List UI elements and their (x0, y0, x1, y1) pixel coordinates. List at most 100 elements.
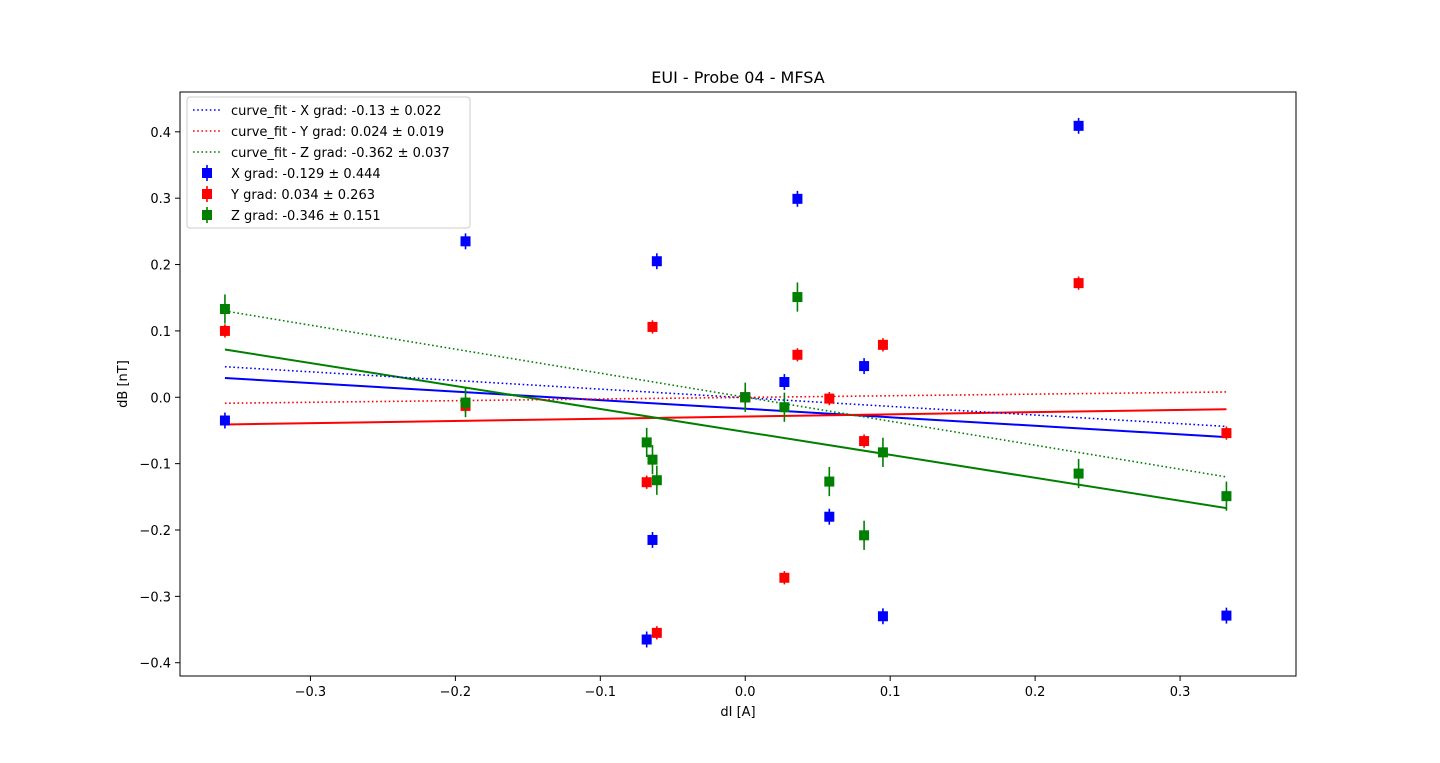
marker (651, 627, 662, 638)
marker (779, 572, 790, 583)
marker (792, 193, 803, 204)
data-point-y (1221, 426, 1232, 440)
data-point-x (651, 253, 662, 270)
y-ticks: −0.4 −0.3 −0.2 −0.1 0.0 0.1 0.2 0.3 0.4 (139, 126, 180, 672)
marker (1073, 120, 1084, 131)
marker (641, 634, 652, 645)
y-tick-label: 0.3 (150, 192, 171, 207)
data-point-y (1073, 276, 1084, 290)
legend-series-label: Z grad: -0.346 ± 0.151 (231, 209, 381, 224)
chart-title: EUI - Probe 04 - MFSA (651, 68, 824, 87)
data-point-x (792, 190, 803, 207)
data-point-y (779, 571, 790, 585)
marker (877, 611, 888, 622)
data-markers (219, 117, 1232, 648)
marker (1073, 468, 1084, 479)
data-point-y (651, 626, 662, 640)
legend-marker-swatch (202, 168, 212, 178)
marker (877, 447, 888, 458)
y-tick-label: −0.4 (139, 657, 171, 672)
legend-series-label: Y grad: 0.034 ± 0.263 (230, 188, 375, 203)
x-tick-label: −0.2 (440, 685, 472, 700)
marker (219, 304, 230, 315)
y-tick-label: 0.1 (150, 325, 171, 340)
marker (792, 292, 803, 303)
data-point-z (824, 466, 835, 497)
y-tick-label: 0.2 (150, 259, 171, 274)
marker (779, 377, 790, 388)
fit-line-z (224, 348, 1227, 510)
legend-series-label: X grad: -0.129 ± 0.444 (231, 167, 381, 182)
curve-fit-line-y (224, 391, 1227, 405)
data-point-z (651, 465, 662, 495)
data-point-z (1221, 481, 1232, 511)
legend-marker-swatch (202, 189, 212, 199)
data-point-x (779, 374, 790, 390)
marker (1073, 278, 1084, 289)
marker (1221, 610, 1232, 621)
marker (859, 530, 870, 541)
data-point-z (647, 445, 658, 475)
marker (647, 534, 658, 545)
marker (792, 349, 803, 360)
marker (1221, 428, 1232, 439)
data-point-z (1073, 458, 1084, 489)
data-point-z (641, 427, 652, 457)
y-tick-label: −0.3 (139, 590, 171, 605)
marker (824, 393, 835, 404)
x-tick-label: −0.3 (295, 685, 327, 700)
marker (460, 236, 471, 247)
data-point-z (460, 387, 471, 418)
data-point-x (859, 358, 870, 375)
legend: curve_fit - X grad: -0.13 ± 0.022 curve_f… (186, 96, 471, 229)
data-point-x (1221, 607, 1232, 624)
curve-fit-line-x (224, 365, 1227, 428)
fit-line-x (224, 377, 1227, 439)
marker (219, 415, 230, 426)
marker (824, 511, 835, 522)
x-axis-label: dI [A] (720, 705, 755, 720)
x-tick-label: 0.1 (880, 685, 901, 700)
marker (779, 402, 790, 413)
legend-box (186, 96, 471, 229)
marker (647, 321, 658, 332)
y-axis-label: dB [nT] (116, 360, 131, 408)
marker (740, 392, 751, 403)
data-point-y (219, 324, 230, 338)
marker (460, 397, 471, 408)
data-point-z (792, 282, 803, 312)
x-ticks: −0.3 −0.2 −0.1 0.0 0.1 0.2 0.3 (295, 676, 1190, 700)
legend-curve-fit-label: curve_fit - X grad: -0.13 ± 0.022 (231, 104, 442, 119)
legend-entries: curve_fit - X grad: -0.13 ± 0.022 curve_f… (193, 104, 450, 224)
marker (219, 325, 230, 336)
marker (859, 436, 870, 447)
fit-lines (224, 348, 1227, 510)
data-point-x (641, 631, 652, 648)
y-tick-label: 0.0 (150, 391, 171, 406)
data-point-y (824, 391, 835, 406)
marker (859, 361, 870, 372)
y-tick-label: −0.2 (139, 524, 171, 539)
data-point-z (779, 392, 790, 422)
data-point-y (641, 475, 652, 489)
data-point-x (219, 412, 230, 429)
legend-marker-swatch (202, 210, 212, 220)
fit-line-y (224, 408, 1227, 426)
legend-curve-fit-label: curve_fit - Y grad: 0.024 ± 0.019 (231, 125, 444, 140)
y-tick-label: 0.4 (150, 126, 171, 141)
x-tick-label: 0.0 (735, 685, 756, 700)
data-point-z (740, 382, 751, 412)
data-point-x (877, 608, 888, 625)
data-point-z (877, 437, 888, 467)
marker (651, 475, 662, 486)
plot-frame (179, 91, 1297, 677)
data-point-x (647, 531, 658, 548)
y-tick-label: −0.1 (139, 458, 171, 473)
data-point-z (219, 294, 230, 324)
marker (641, 437, 652, 448)
data-point-z (859, 520, 870, 550)
data-point-y (859, 434, 870, 448)
data-point-y (877, 338, 888, 352)
